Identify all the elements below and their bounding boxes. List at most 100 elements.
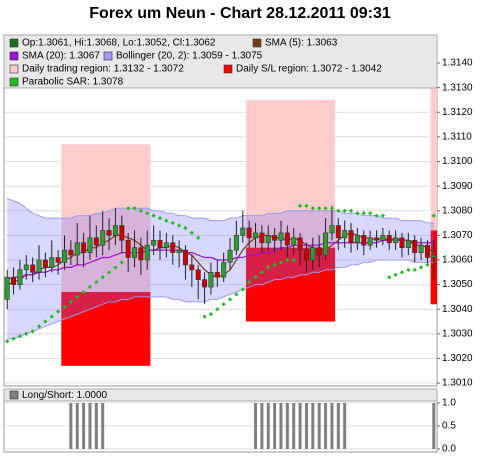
bar bbox=[75, 402, 79, 450]
y-tick-label: 0.0 bbox=[442, 444, 456, 455]
sar-dot bbox=[425, 262, 430, 268]
candle-body bbox=[233, 235, 239, 251]
sar-dot bbox=[412, 267, 417, 272]
candle-body bbox=[265, 235, 271, 244]
sar-dot bbox=[126, 206, 131, 211]
bar bbox=[343, 402, 347, 450]
candle-body bbox=[106, 230, 112, 236]
sar-dot bbox=[380, 213, 385, 218]
bollinger-upper bbox=[7, 197, 434, 224]
candle-body bbox=[49, 257, 55, 268]
candle-body bbox=[4, 276, 10, 300]
candle-body bbox=[259, 232, 265, 244]
candle-body bbox=[405, 239, 411, 248]
legend-swatch bbox=[9, 38, 19, 48]
candle-body bbox=[202, 279, 208, 288]
candle-body bbox=[132, 247, 138, 258]
legend-box bbox=[3, 388, 438, 402]
sar-dot bbox=[132, 206, 137, 211]
bar bbox=[266, 402, 270, 450]
trading-region bbox=[61, 144, 151, 292]
candle-body bbox=[87, 237, 93, 253]
y-tick-label: 1.3100 bbox=[442, 156, 473, 167]
candle-body bbox=[246, 227, 252, 239]
y-tick-label: 1.0 bbox=[442, 398, 456, 409]
candle-body bbox=[170, 242, 176, 253]
bar bbox=[69, 402, 73, 450]
y-tick-label: 1.3050 bbox=[442, 279, 473, 290]
candle-body bbox=[303, 249, 309, 261]
candle-body bbox=[386, 235, 392, 244]
candle-body bbox=[23, 264, 29, 271]
sar-dot bbox=[323, 206, 328, 211]
candle-body bbox=[100, 230, 106, 246]
sar-dot bbox=[176, 223, 182, 228]
plot-layer: 1.3010 1.3020 1.3030 1.3040 1.3050 1.3060 1.30… bbox=[3, 34, 473, 455]
bar bbox=[330, 402, 334, 450]
y-tick-label: 1.3020 bbox=[442, 353, 473, 364]
sar-dot bbox=[208, 312, 214, 317]
sar-dot bbox=[151, 213, 156, 218]
candle-body bbox=[342, 230, 348, 239]
legend-label: Daily trading region: 1.3132 - 1.3072 bbox=[22, 64, 184, 75]
candle-body bbox=[412, 239, 418, 253]
y-tick-label: 1.3120 bbox=[442, 107, 473, 118]
sar-dot bbox=[310, 206, 315, 211]
sar-dot bbox=[183, 225, 188, 231]
legend-swatch bbox=[223, 64, 233, 74]
bar bbox=[336, 402, 340, 450]
candle-body bbox=[144, 244, 150, 261]
sar-dot bbox=[406, 267, 411, 272]
candle-body bbox=[418, 244, 424, 253]
candle-body bbox=[424, 244, 430, 258]
bar bbox=[317, 402, 321, 450]
sar-dot bbox=[202, 314, 207, 319]
y-tick-label: 1.3110 bbox=[442, 132, 472, 143]
candle-body bbox=[157, 239, 163, 248]
sar-dot bbox=[387, 275, 392, 280]
candle-body bbox=[374, 237, 380, 241]
sar-dot bbox=[361, 211, 366, 216]
candle-body bbox=[227, 249, 233, 263]
candle-body bbox=[182, 249, 188, 266]
candle-body bbox=[431, 254, 437, 258]
sar-dot bbox=[240, 287, 245, 292]
bar bbox=[88, 402, 92, 450]
sar-dot bbox=[278, 260, 284, 265]
bar bbox=[292, 402, 296, 450]
bar bbox=[285, 402, 289, 450]
candle-body bbox=[323, 232, 329, 256]
legend-label: Op:1.3061, Hi:1.3068, Lo:1.3052, Cl:1.30… bbox=[22, 38, 216, 49]
bar bbox=[279, 402, 283, 450]
candle-body bbox=[74, 242, 80, 256]
bar bbox=[260, 402, 264, 450]
legend-swatch bbox=[9, 64, 19, 74]
candle-body bbox=[367, 237, 373, 246]
bar bbox=[254, 402, 258, 450]
sar-dot bbox=[164, 218, 169, 223]
y-tick-label: 1.3090 bbox=[442, 181, 473, 192]
candle-body bbox=[348, 230, 354, 244]
y-tick-label: 0.5 bbox=[442, 421, 456, 432]
candle-body bbox=[11, 276, 17, 285]
sar-dot bbox=[399, 270, 405, 275]
candle-body bbox=[399, 237, 405, 248]
candle-body bbox=[253, 232, 259, 239]
candle-body bbox=[310, 247, 316, 261]
bollinger-lower bbox=[7, 259, 434, 340]
y-tick-label: 1.3040 bbox=[442, 304, 473, 315]
sar-dot bbox=[342, 208, 347, 213]
candle-body bbox=[291, 237, 297, 246]
candle-body bbox=[42, 259, 48, 268]
sar-dot bbox=[259, 270, 265, 275]
candle-body bbox=[163, 242, 169, 248]
sar-dot bbox=[393, 272, 398, 277]
candle-body bbox=[214, 271, 220, 278]
candle-body bbox=[17, 269, 23, 285]
candle-body bbox=[297, 237, 303, 251]
candle-body bbox=[125, 239, 131, 258]
sar-dot bbox=[297, 203, 303, 208]
trading-region bbox=[430, 82, 437, 231]
sar-dot bbox=[336, 208, 341, 213]
